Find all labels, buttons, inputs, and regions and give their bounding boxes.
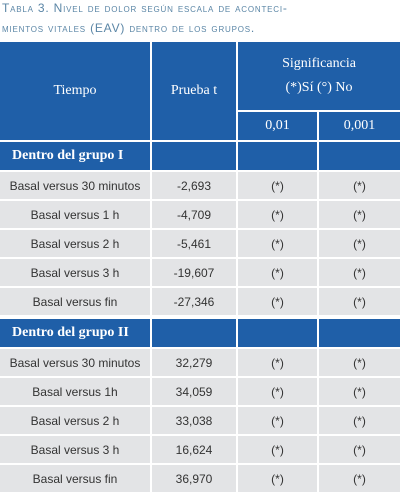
header-cell: 0,01	[238, 112, 317, 140]
group-cell	[238, 142, 317, 170]
table-cell: (*)	[319, 378, 400, 405]
table-cell: (*)	[319, 288, 400, 315]
table-cell: Basal versus fin	[0, 465, 150, 492]
group-cell	[152, 142, 236, 170]
table-cell: Basal versus 1 h	[0, 201, 150, 228]
table-cell: -5,461	[152, 230, 236, 257]
group-cell	[152, 319, 236, 347]
group-label: Dentro del grupo II	[0, 319, 150, 347]
table-cell: -19,607	[152, 259, 236, 286]
table-cell: (*)	[319, 201, 400, 228]
table-cell: (*)	[319, 465, 400, 492]
group-label: Dentro del grupo I	[0, 142, 150, 170]
table-cell: (*)	[238, 378, 317, 405]
table-cell: 32,279	[152, 349, 236, 376]
table-cell: (*)	[238, 230, 317, 257]
table-cell: (*)	[319, 259, 400, 286]
table-cell: (*)	[238, 436, 317, 463]
table-cell: Basal versus fin	[0, 288, 150, 315]
table-cell: (*)	[319, 407, 400, 434]
table-cell: 36,970	[152, 465, 236, 492]
header-text: (*)Sí (°) No	[285, 80, 353, 95]
table-cell: (*)	[238, 259, 317, 286]
table-cell: (*)	[238, 407, 317, 434]
table-cell: (*)	[319, 349, 400, 376]
table-cell: (*)	[238, 172, 317, 199]
table-cell: Basal versus 2 h	[0, 407, 150, 434]
table-cell: -4,709	[152, 201, 236, 228]
caption-line: mientos vitales (EAV) dentro de los grup…	[2, 21, 256, 35]
table-cell: 33,038	[152, 407, 236, 434]
table-cell: 34,059	[152, 378, 236, 405]
header-cell: Prueba t	[152, 42, 236, 140]
table-cell: Basal versus 30 minutos	[0, 349, 150, 376]
header-text: Significancia	[282, 56, 356, 71]
group-cell	[238, 319, 317, 347]
table-cell: Basal versus 2 h	[0, 230, 150, 257]
table-cell: Basal versus 3 h	[0, 259, 150, 286]
group-cell	[319, 319, 400, 347]
table-cell: (*)	[238, 288, 317, 315]
table-cell: -27,346	[152, 288, 236, 315]
table-cell: (*)	[238, 465, 317, 492]
table-cell: Basal versus 1h	[0, 378, 150, 405]
table-cell: Basal versus 3 h	[0, 436, 150, 463]
table-cell: (*)	[319, 230, 400, 257]
header-cell: Tiempo	[0, 42, 150, 140]
table-cell: (*)	[238, 201, 317, 228]
caption-line: Tabla 3. Nivel de dolor según escala de …	[2, 1, 288, 15]
table-cell: 16,624	[152, 436, 236, 463]
group-cell	[319, 142, 400, 170]
table-cell: Basal versus 30 minutos	[0, 172, 150, 199]
header-cell: 0,001	[319, 112, 400, 140]
table-cell: (*)	[319, 172, 400, 199]
table-cell: -2,693	[152, 172, 236, 199]
table-cell: (*)	[319, 436, 400, 463]
header-cell: Significancia (*)Sí (°) No	[238, 42, 400, 110]
table-cell: (*)	[238, 349, 317, 376]
